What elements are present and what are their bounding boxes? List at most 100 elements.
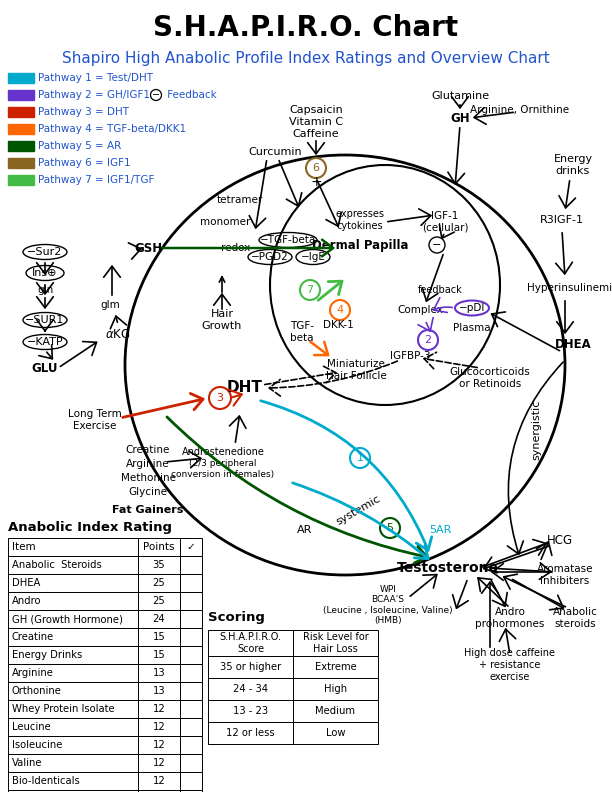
Text: Pathway 1 = Test/DHT: Pathway 1 = Test/DHT bbox=[38, 73, 153, 83]
Text: Androstenedione: Androstenedione bbox=[182, 447, 264, 457]
Text: synergistic: synergistic bbox=[531, 400, 541, 460]
Text: Andro: Andro bbox=[12, 596, 42, 606]
Text: Pathway 2 = GH/IGF1: Pathway 2 = GH/IGF1 bbox=[38, 90, 153, 100]
Bar bbox=[8, 700, 202, 718]
Text: Aromatase
Inhibiters: Aromatase Inhibiters bbox=[537, 564, 593, 586]
Text: 12: 12 bbox=[152, 722, 165, 732]
Text: IGFBP-3: IGFBP-3 bbox=[390, 351, 430, 361]
Text: −: − bbox=[432, 240, 442, 250]
Text: GLU: GLU bbox=[32, 361, 58, 375]
Text: 6: 6 bbox=[313, 163, 319, 173]
Bar bbox=[8, 718, 202, 736]
Text: DKK-1: DKK-1 bbox=[323, 320, 353, 330]
Text: 4: 4 bbox=[337, 305, 343, 315]
Text: 1: 1 bbox=[357, 453, 364, 463]
Text: ✓: ✓ bbox=[187, 542, 195, 552]
Text: Dermal Papilla: Dermal Papilla bbox=[312, 238, 408, 252]
Text: glm: glm bbox=[100, 300, 120, 310]
Text: 24 - 34: 24 - 34 bbox=[233, 684, 268, 694]
Text: −Sur2: −Sur2 bbox=[28, 247, 62, 257]
Text: Testosterone: Testosterone bbox=[397, 561, 499, 575]
Bar bbox=[8, 754, 202, 772]
Bar bbox=[8, 574, 202, 592]
Text: 12: 12 bbox=[152, 776, 165, 786]
Text: Plasma: Plasma bbox=[453, 323, 491, 333]
Text: Miniaturize
Hair Follicle: Miniaturize Hair Follicle bbox=[326, 360, 386, 381]
Text: Fat Gainers: Fat Gainers bbox=[113, 505, 184, 515]
Text: −PGD2: −PGD2 bbox=[251, 252, 289, 262]
Text: Methonine: Methonine bbox=[121, 473, 176, 483]
Bar bbox=[8, 772, 202, 790]
Text: −IgE: −IgE bbox=[300, 252, 326, 262]
Text: DHEA: DHEA bbox=[554, 338, 591, 352]
Text: 2: 2 bbox=[425, 335, 431, 345]
Text: AR: AR bbox=[297, 525, 313, 535]
Bar bbox=[8, 610, 202, 628]
Text: TGF-
beta: TGF- beta bbox=[290, 322, 314, 343]
Text: Anabolic  Steroids: Anabolic Steroids bbox=[12, 560, 102, 570]
Text: 35: 35 bbox=[152, 560, 165, 570]
Text: Caffeine: Caffeine bbox=[293, 129, 339, 139]
Text: 24: 24 bbox=[152, 614, 165, 624]
Text: Shapiro High Anabolic Profile Index Ratings and Overview Chart: Shapiro High Anabolic Profile Index Rati… bbox=[62, 51, 550, 66]
Text: Hyperinsulinemia: Hyperinsulinemia bbox=[528, 283, 612, 293]
Text: Ins⊕: Ins⊕ bbox=[32, 268, 58, 278]
Bar bbox=[8, 158, 34, 168]
Text: monomer: monomer bbox=[200, 217, 250, 227]
Text: 12: 12 bbox=[152, 740, 165, 750]
Text: IGF-1
(cellular): IGF-1 (cellular) bbox=[422, 211, 468, 233]
Bar bbox=[8, 592, 202, 610]
Bar bbox=[208, 630, 378, 656]
Text: −pDI: −pDI bbox=[459, 303, 485, 313]
Text: DHEA: DHEA bbox=[12, 578, 40, 588]
Text: expresses
cytokines: expresses cytokines bbox=[335, 209, 384, 230]
Bar bbox=[8, 141, 34, 151]
Text: Anabolic
steroids: Anabolic steroids bbox=[553, 607, 597, 629]
Text: Item: Item bbox=[12, 542, 35, 552]
Text: Pathway 5 = AR: Pathway 5 = AR bbox=[38, 141, 121, 151]
Text: 12: 12 bbox=[152, 758, 165, 768]
Text: 3: 3 bbox=[217, 393, 223, 403]
Text: Energy
drinks: Energy drinks bbox=[553, 154, 592, 176]
Text: Orthonine: Orthonine bbox=[12, 686, 62, 696]
Text: R3IGF-1: R3IGF-1 bbox=[540, 215, 584, 225]
Text: Valine: Valine bbox=[12, 758, 42, 768]
Text: Glucocorticoids
or Retinoids: Glucocorticoids or Retinoids bbox=[450, 367, 531, 389]
Bar bbox=[8, 90, 34, 100]
Text: Extreme: Extreme bbox=[315, 662, 356, 672]
Text: 13: 13 bbox=[152, 686, 165, 696]
Text: High dose caffeine
+ resistance
exercise: High dose caffeine + resistance exercise bbox=[465, 649, 556, 682]
Bar bbox=[8, 538, 202, 556]
Text: tetramer: tetramer bbox=[217, 195, 263, 205]
Text: 13: 13 bbox=[152, 668, 165, 678]
Text: Arginine: Arginine bbox=[12, 668, 54, 678]
Text: Pathway 4 = TGF-beta/DKK1: Pathway 4 = TGF-beta/DKK1 bbox=[38, 124, 186, 134]
Text: −TGF-beta: −TGF-beta bbox=[260, 235, 316, 245]
Text: (2/3 peripheral: (2/3 peripheral bbox=[189, 459, 257, 469]
Text: −SUR1: −SUR1 bbox=[25, 315, 65, 325]
Text: 15: 15 bbox=[152, 650, 165, 660]
Text: +: + bbox=[310, 175, 322, 189]
Text: Glycine: Glycine bbox=[129, 487, 168, 497]
Text: DHT: DHT bbox=[227, 380, 263, 395]
Bar bbox=[8, 646, 202, 664]
Text: −: − bbox=[152, 90, 160, 100]
Text: S.H.A.P.I.R.O.
Score: S.H.A.P.I.R.O. Score bbox=[220, 632, 282, 654]
Text: 15: 15 bbox=[152, 632, 165, 642]
Text: Leucine: Leucine bbox=[12, 722, 51, 732]
Bar bbox=[8, 175, 34, 185]
Bar bbox=[8, 736, 202, 754]
Text: Creatine: Creatine bbox=[12, 632, 54, 642]
Text: 7: 7 bbox=[307, 285, 313, 295]
Text: 12 or less: 12 or less bbox=[226, 728, 275, 738]
Bar bbox=[8, 124, 34, 134]
Bar bbox=[208, 700, 378, 722]
Text: Low: Low bbox=[326, 728, 345, 738]
Text: 12: 12 bbox=[152, 704, 165, 714]
Text: redox: redox bbox=[222, 243, 251, 253]
Text: Curcumin: Curcumin bbox=[248, 147, 302, 157]
Text: −KATP: −KATP bbox=[27, 337, 63, 347]
Text: Medium: Medium bbox=[316, 706, 356, 716]
Text: 25: 25 bbox=[152, 578, 165, 588]
Bar bbox=[8, 790, 202, 792]
